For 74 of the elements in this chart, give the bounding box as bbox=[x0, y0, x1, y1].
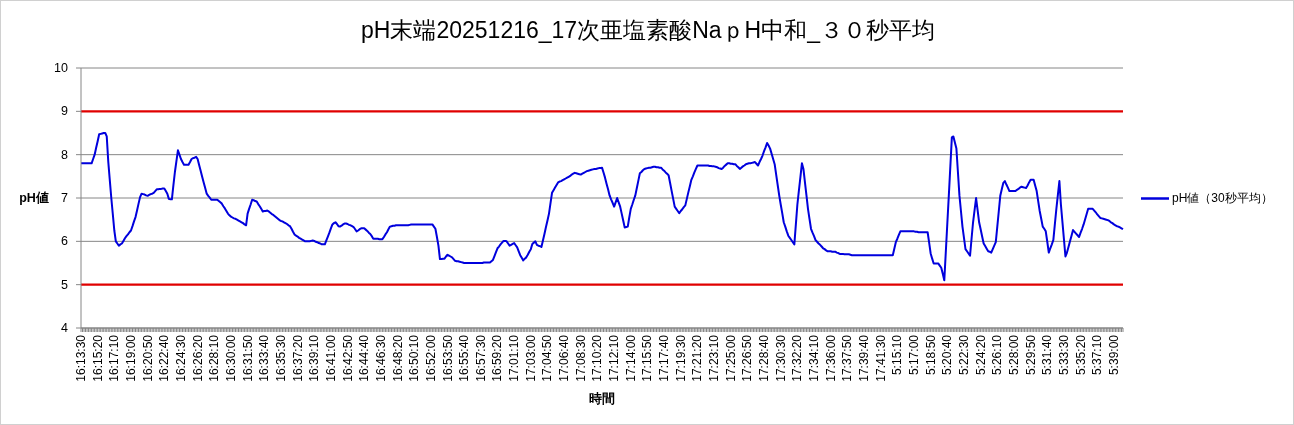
x-tick-label: 16:53:50 bbox=[440, 334, 455, 382]
x-tick-label: 17:32:20 bbox=[790, 334, 805, 382]
x-tick-label: 17:08:30 bbox=[573, 334, 588, 382]
y-tick-label: 7 bbox=[61, 191, 69, 205]
x-tick-label: 16:55:40 bbox=[457, 334, 472, 382]
x-tick-label: 16:24:30 bbox=[173, 334, 188, 382]
x-tick-label: 16:22:40 bbox=[157, 334, 172, 382]
x-tick-label: 16:42:50 bbox=[340, 334, 355, 382]
y-tick-label: 9 bbox=[61, 104, 69, 119]
x-tick-label: 17:30:30 bbox=[773, 334, 788, 382]
x-tick-label: 16:17:10 bbox=[107, 334, 122, 382]
chart-title: pH末端20251216_17次亜塩素酸NaｐH中和_３０秒平均 bbox=[360, 16, 936, 45]
x-tick-label: 5:15:10 bbox=[890, 334, 905, 376]
legend-label: pH値（30秒平均） bbox=[1172, 189, 1273, 207]
x-tick-label: 17:06:40 bbox=[557, 334, 572, 382]
x-tick-label: 17:10:20 bbox=[590, 334, 605, 382]
x-tick-label: 5:37:10 bbox=[1090, 334, 1105, 376]
x-tick-label: 16:39:10 bbox=[307, 334, 322, 382]
x-tick-label: 17:17:40 bbox=[657, 334, 672, 382]
x-tick-label: 16:59:20 bbox=[490, 334, 505, 382]
x-tick-label: 17:12:10 bbox=[607, 334, 622, 382]
x-tick-label: 17:34:10 bbox=[807, 334, 822, 382]
x-tick-label: 16:19:00 bbox=[123, 334, 138, 382]
x-tick-label: 16:28:10 bbox=[207, 334, 222, 382]
x-tick-label: 5:26:10 bbox=[990, 334, 1005, 376]
x-tick-label: 5:22:30 bbox=[956, 334, 971, 376]
x-tick-label: 5:18:50 bbox=[923, 334, 938, 376]
x-tick-label: 16:33:40 bbox=[257, 334, 272, 382]
x-tick-label: 17:36:00 bbox=[823, 334, 838, 382]
y-tick-label: 5 bbox=[61, 277, 69, 292]
y-axis-title: pH値 bbox=[19, 189, 49, 207]
x-tick-label: 17:41:30 bbox=[873, 334, 888, 382]
x-tick-label: 16:52:00 bbox=[423, 334, 438, 382]
y-tick-label: 8 bbox=[61, 147, 69, 162]
x-tick-label: 16:37:20 bbox=[290, 334, 305, 382]
x-tick-label: 17:14:00 bbox=[623, 334, 638, 382]
x-tick-label: 17:21:20 bbox=[690, 334, 705, 382]
x-tick-label: 16:15:20 bbox=[90, 334, 105, 382]
x-tick-label: 16:26:20 bbox=[190, 334, 205, 382]
x-tick-label: 17:03:00 bbox=[523, 334, 538, 382]
x-tick-label: 5:31:40 bbox=[1040, 334, 1055, 376]
x-tick-label: 16:20:50 bbox=[140, 334, 155, 382]
x-tick-label: 5:39:00 bbox=[1106, 334, 1121, 376]
x-tick-label: 5:35:20 bbox=[1073, 334, 1088, 376]
x-tick-label: 17:25:00 bbox=[723, 334, 738, 382]
x-tick-label: 16:44:40 bbox=[357, 334, 372, 382]
x-tick-label: 17:23:10 bbox=[707, 334, 722, 382]
x-tick-label: 16:30:00 bbox=[223, 334, 238, 382]
x-tick-label: 16:13:30 bbox=[74, 334, 88, 382]
x-tick-label: 16:35:30 bbox=[273, 334, 288, 382]
x-tick-label: 16:46:30 bbox=[373, 334, 388, 382]
x-tick-label: 17:01:10 bbox=[507, 334, 522, 382]
x-tick-label: 17:15:50 bbox=[640, 334, 655, 382]
x-tick-label: 17:04:50 bbox=[540, 334, 555, 382]
x-tick-label: 17:39:40 bbox=[857, 334, 872, 382]
x-tick-label: 16:31:50 bbox=[240, 334, 255, 382]
y-tick-label: 4 bbox=[61, 321, 69, 335]
x-tick-label: 17:26:50 bbox=[740, 334, 755, 382]
x-tick-label: 16:48:20 bbox=[390, 334, 405, 382]
x-tick-label: 5:24:20 bbox=[973, 334, 988, 376]
x-tick-label: 17:28:40 bbox=[757, 334, 772, 382]
x-tick-label: 5:17:00 bbox=[906, 334, 921, 376]
x-tick-label: 17:37:50 bbox=[840, 334, 855, 382]
y-tick-label: 6 bbox=[61, 234, 69, 249]
x-tick-label: 5:20:40 bbox=[940, 334, 955, 376]
y-tick-label: 10 bbox=[54, 61, 69, 75]
x-tick-label: 17:19:30 bbox=[673, 334, 688, 382]
x-axis-title: 時間 bbox=[589, 390, 615, 408]
x-tick-label: 5:29:50 bbox=[1023, 334, 1038, 376]
x-tick-label: 16:50:10 bbox=[407, 334, 422, 382]
x-tick-label: 5:33:30 bbox=[1056, 334, 1071, 376]
x-tick-label: 16:41:00 bbox=[323, 334, 338, 382]
x-tick-label: 16:57:30 bbox=[473, 334, 488, 382]
x-tick-label: 5:28:00 bbox=[1006, 334, 1021, 376]
